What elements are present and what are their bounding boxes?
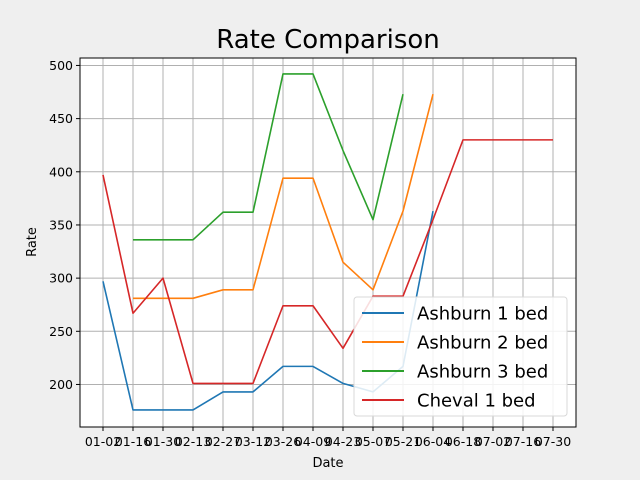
- x-tick-label: 02-27: [205, 434, 241, 449]
- series-line: [133, 93, 434, 300]
- x-tick-label: 05-21: [385, 434, 421, 449]
- y-tick-label: 350: [49, 217, 73, 232]
- y-tick-label: 500: [49, 58, 73, 73]
- x-tick-label: 01-30: [145, 434, 181, 449]
- x-axis-label: Date: [312, 456, 343, 471]
- plot-frame: [79, 57, 577, 428]
- y-tick-label: 300: [49, 271, 73, 286]
- legend: Ashburn 1 bed Ashburn 2 bed Ashburn 3 bed C…: [353, 296, 568, 417]
- x-tick-label: 03-12: [235, 434, 271, 449]
- x-tick-label: 01-16: [115, 434, 151, 449]
- y-tick-label: 400: [49, 164, 73, 179]
- legend-box: [353, 296, 568, 417]
- y-tick-label: 200: [49, 377, 73, 392]
- x-tick-label: 04-23: [325, 434, 361, 449]
- x-tick-label: 05-07: [355, 434, 391, 449]
- x-tick-label: 06-04: [415, 434, 451, 449]
- series-line: [133, 73, 404, 241]
- legend-label: Ashburn 1 bed: [417, 304, 548, 325]
- x-tick-label: 02-13: [175, 434, 211, 449]
- x-tick-label: 06-18: [445, 434, 481, 449]
- x-tick-label: 07-16: [505, 434, 541, 449]
- series-line: [102, 139, 553, 385]
- y-tick-label: 450: [49, 111, 73, 126]
- axis-ticks: 01-0201-1601-3002-1302-2703-1203-2604-09…: [49, 58, 571, 449]
- legend-label: Ashburn 3 bed: [417, 362, 548, 383]
- y-tick-label: 250: [49, 324, 73, 339]
- x-tick-label: 04-09: [295, 434, 331, 449]
- x-tick-label: 07-30: [535, 434, 571, 449]
- x-tick-label: 01-02: [85, 434, 121, 449]
- legend-label: Ashburn 2 bed: [417, 333, 548, 354]
- y-axis-label: Rate: [25, 227, 40, 257]
- legend-label: Cheval 1 bed: [417, 391, 536, 412]
- chart-title: Rate Comparison: [216, 25, 440, 55]
- x-tick-label: 07-02: [475, 434, 511, 449]
- x-tick-label: 03-26: [265, 434, 301, 449]
- series-lines: [102, 73, 553, 411]
